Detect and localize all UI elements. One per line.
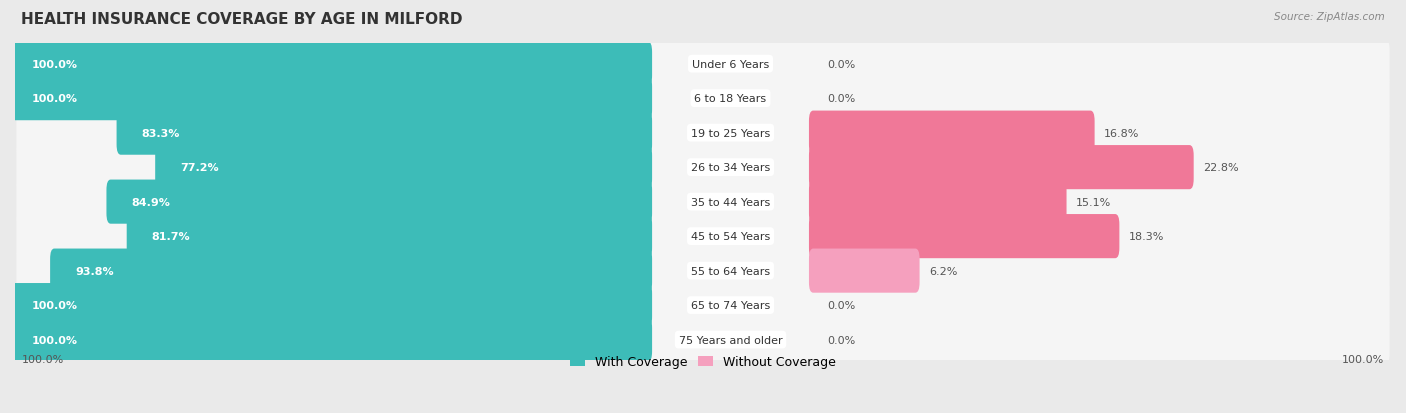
Text: 26 to 34 Years: 26 to 34 Years	[690, 163, 770, 173]
Text: 15.1%: 15.1%	[1076, 197, 1111, 207]
Text: 45 to 54 Years: 45 to 54 Years	[690, 232, 770, 242]
Text: 0.0%: 0.0%	[827, 300, 855, 310]
FancyBboxPatch shape	[808, 180, 1067, 224]
Text: 100.0%: 100.0%	[31, 335, 77, 345]
Text: 100.0%: 100.0%	[1341, 354, 1384, 364]
FancyBboxPatch shape	[808, 214, 1119, 259]
FancyBboxPatch shape	[17, 278, 1389, 332]
FancyBboxPatch shape	[107, 180, 652, 224]
FancyBboxPatch shape	[17, 141, 1389, 195]
Text: HEALTH INSURANCE COVERAGE BY AGE IN MILFORD: HEALTH INSURANCE COVERAGE BY AGE IN MILF…	[21, 12, 463, 27]
FancyBboxPatch shape	[11, 43, 652, 87]
Text: 83.3%: 83.3%	[142, 128, 180, 138]
Text: 6 to 18 Years: 6 to 18 Years	[695, 94, 766, 104]
Text: 93.8%: 93.8%	[75, 266, 114, 276]
Text: 19 to 25 Years: 19 to 25 Years	[690, 128, 770, 138]
FancyBboxPatch shape	[17, 244, 1389, 298]
Text: 22.8%: 22.8%	[1204, 163, 1239, 173]
Text: 100.0%: 100.0%	[31, 300, 77, 310]
FancyBboxPatch shape	[17, 107, 1389, 160]
FancyBboxPatch shape	[808, 249, 920, 293]
Text: 18.3%: 18.3%	[1129, 232, 1164, 242]
Text: 100.0%: 100.0%	[22, 354, 65, 364]
FancyBboxPatch shape	[11, 283, 652, 328]
FancyBboxPatch shape	[117, 112, 652, 155]
Text: 6.2%: 6.2%	[929, 266, 957, 276]
Text: 100.0%: 100.0%	[31, 94, 77, 104]
Text: 0.0%: 0.0%	[827, 59, 855, 69]
Text: 84.9%: 84.9%	[131, 197, 170, 207]
FancyBboxPatch shape	[11, 318, 652, 362]
Text: 0.0%: 0.0%	[827, 335, 855, 345]
Text: 75 Years and older: 75 Years and older	[679, 335, 782, 345]
Text: 55 to 64 Years: 55 to 64 Years	[690, 266, 770, 276]
Text: Under 6 Years: Under 6 Years	[692, 59, 769, 69]
Text: 100.0%: 100.0%	[31, 59, 77, 69]
FancyBboxPatch shape	[17, 175, 1389, 229]
Text: 81.7%: 81.7%	[152, 232, 190, 242]
Text: Source: ZipAtlas.com: Source: ZipAtlas.com	[1274, 12, 1385, 22]
FancyBboxPatch shape	[127, 214, 652, 259]
Legend: With Coverage, Without Coverage: With Coverage, Without Coverage	[565, 350, 841, 373]
FancyBboxPatch shape	[17, 72, 1389, 126]
Text: 16.8%: 16.8%	[1104, 128, 1140, 138]
Text: 77.2%: 77.2%	[180, 163, 218, 173]
Text: 0.0%: 0.0%	[827, 94, 855, 104]
FancyBboxPatch shape	[155, 146, 652, 190]
FancyBboxPatch shape	[17, 210, 1389, 263]
FancyBboxPatch shape	[17, 38, 1389, 91]
FancyBboxPatch shape	[808, 146, 1194, 190]
FancyBboxPatch shape	[808, 112, 1095, 155]
FancyBboxPatch shape	[11, 77, 652, 121]
Text: 65 to 74 Years: 65 to 74 Years	[690, 300, 770, 310]
Text: 35 to 44 Years: 35 to 44 Years	[690, 197, 770, 207]
FancyBboxPatch shape	[17, 313, 1389, 367]
FancyBboxPatch shape	[51, 249, 652, 293]
